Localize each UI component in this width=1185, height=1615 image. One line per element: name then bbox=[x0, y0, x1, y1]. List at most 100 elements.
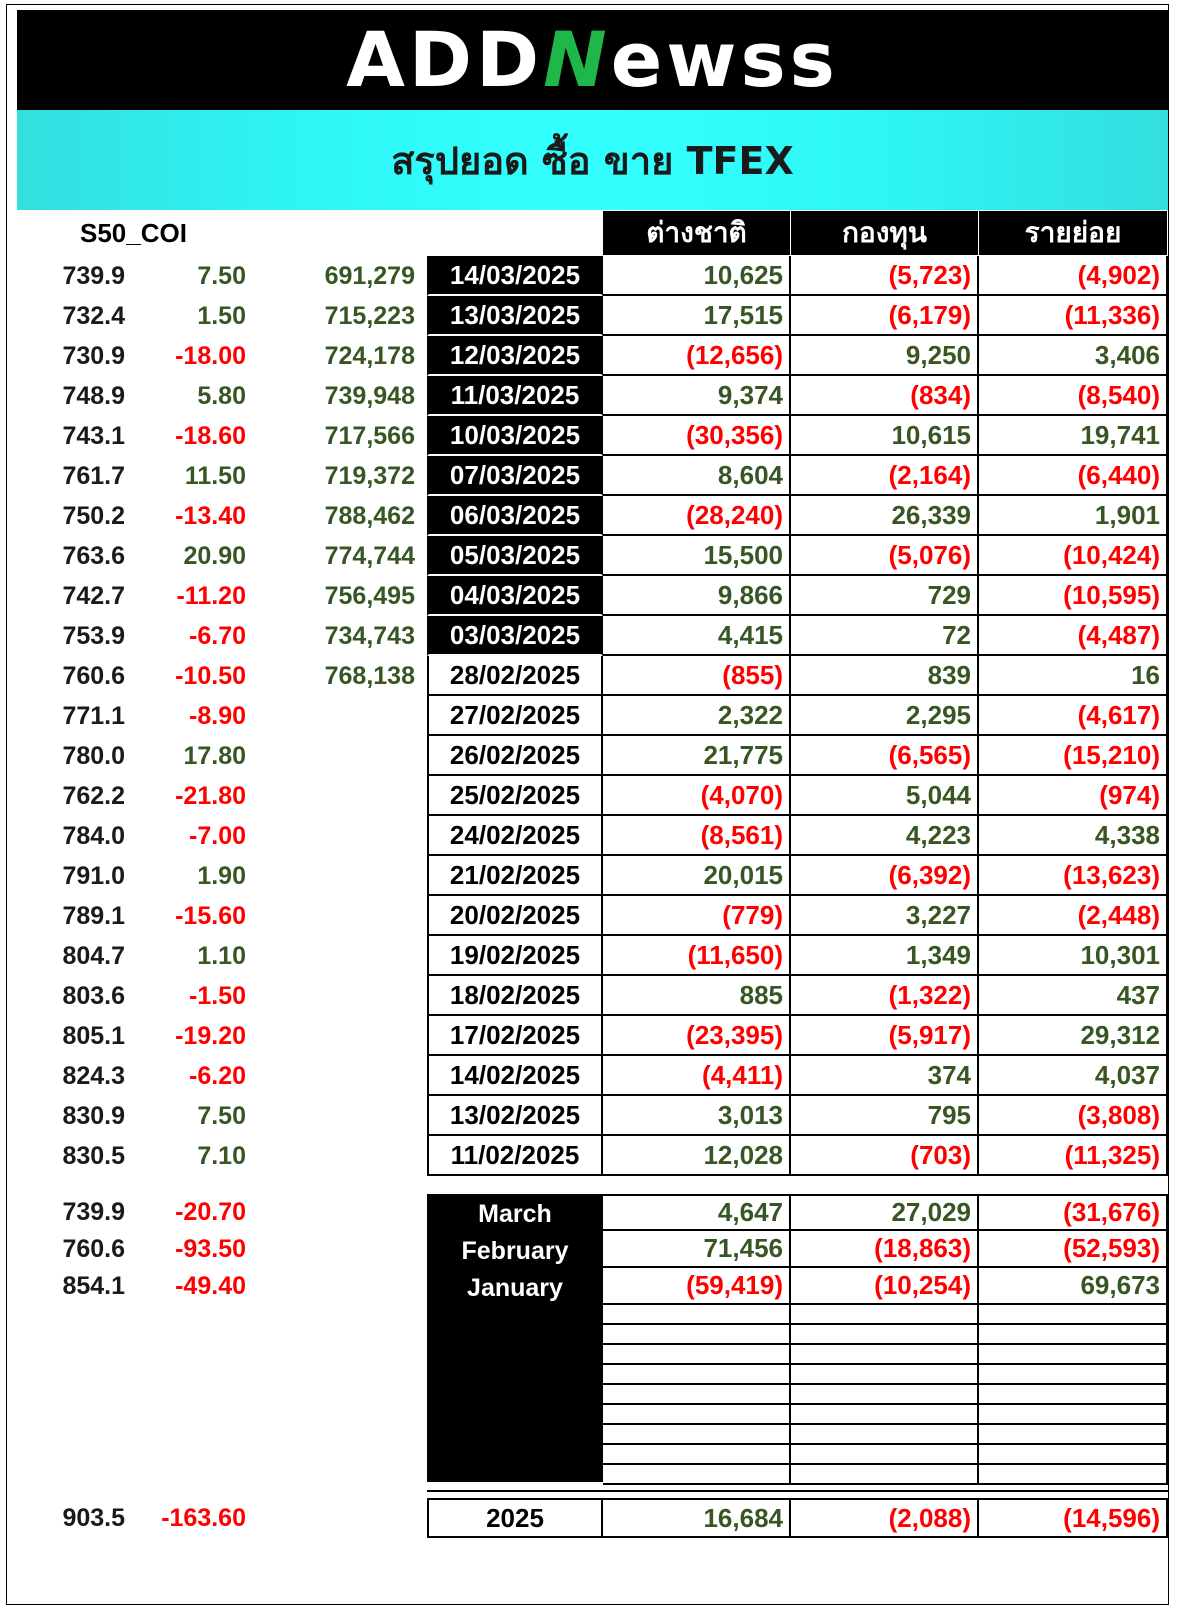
index-value: 762.2 bbox=[62, 781, 125, 810]
date-cell: 21/02/2025 bbox=[427, 856, 603, 896]
month-value-fund: (18,863) bbox=[791, 1231, 979, 1268]
year-index-change: -163.60 bbox=[161, 1503, 246, 1532]
value-foreign: (779) bbox=[603, 896, 791, 936]
index-value: 763.6 bbox=[62, 541, 125, 570]
index-value: 804.7 bbox=[62, 941, 125, 970]
empty-grid-cell bbox=[979, 1365, 1168, 1385]
value-fund: 374 bbox=[791, 1056, 979, 1096]
value-foreign: 15,500 bbox=[603, 536, 791, 576]
index-change: -7.00 bbox=[189, 821, 246, 850]
index-value: 761.7 bbox=[62, 461, 125, 490]
value-foreign: 12,028 bbox=[603, 1136, 791, 1176]
index-value: 824.3 bbox=[62, 1061, 125, 1090]
month-value-foreign: (59,419) bbox=[603, 1268, 791, 1305]
index-value: 748.9 bbox=[62, 381, 125, 410]
value-fund: 4,223 bbox=[791, 816, 979, 856]
value-fund: 10,615 bbox=[791, 416, 979, 456]
value-foreign: (4,070) bbox=[603, 776, 791, 816]
value-foreign: (4,411) bbox=[603, 1056, 791, 1096]
value-fund: (1,322) bbox=[791, 976, 979, 1016]
date-cell: 14/03/2025 bbox=[427, 256, 603, 296]
month-index-value: 854.1 bbox=[62, 1272, 125, 1300]
month-label: February bbox=[461, 1237, 569, 1265]
value-retail: 19,741 bbox=[979, 416, 1168, 456]
value-retail: 437 bbox=[979, 976, 1168, 1016]
month-value-fund: 27,029 bbox=[791, 1194, 979, 1231]
index-change: 7.10 bbox=[197, 1141, 246, 1170]
index-change: -6.20 bbox=[189, 1061, 246, 1090]
empty-grid-cell bbox=[791, 1465, 979, 1485]
index-change: 5.80 bbox=[197, 381, 246, 410]
header-fund: กองทุน bbox=[791, 211, 979, 255]
value-fund: 9,250 bbox=[791, 336, 979, 376]
value-fund: (6,565) bbox=[791, 736, 979, 776]
value-foreign: 885 bbox=[603, 976, 791, 1016]
value-foreign: (855) bbox=[603, 656, 791, 696]
empty-grid-cell bbox=[603, 1385, 791, 1405]
index-value: 791.0 bbox=[62, 861, 125, 890]
value-fund: (6,392) bbox=[791, 856, 979, 896]
index-value: 732.4 bbox=[62, 301, 125, 330]
value-foreign: 9,374 bbox=[603, 376, 791, 416]
month-index-value: 739.9 bbox=[62, 1198, 125, 1226]
index-value: 803.6 bbox=[62, 981, 125, 1010]
s50-coi-label: S50_COI bbox=[80, 218, 187, 248]
month-label-block: March February January bbox=[427, 1194, 603, 1482]
empty-grid-cell bbox=[603, 1405, 791, 1425]
empty-grid-cell bbox=[791, 1445, 979, 1465]
empty-grid-cell bbox=[791, 1345, 979, 1365]
empty-grid-cell bbox=[979, 1305, 1168, 1325]
date-cell: 18/02/2025 bbox=[427, 976, 603, 1016]
month-index-value: 760.6 bbox=[62, 1235, 125, 1263]
date-cell: 04/03/2025 bbox=[427, 576, 603, 616]
month-value-retail: 69,673 bbox=[979, 1268, 1168, 1305]
date-cell: 17/02/2025 bbox=[427, 1016, 603, 1056]
year-label: 2025 bbox=[427, 1498, 603, 1538]
value-foreign: (12,656) bbox=[603, 336, 791, 376]
index-value: 730.9 bbox=[62, 341, 125, 370]
value-foreign: (28,240) bbox=[603, 496, 791, 536]
month-index-change: -93.50 bbox=[175, 1235, 246, 1263]
date-cell: 26/02/2025 bbox=[427, 736, 603, 776]
date-cell: 25/02/2025 bbox=[427, 776, 603, 816]
date-cell: 12/03/2025 bbox=[427, 336, 603, 376]
value-fund: 5,044 bbox=[791, 776, 979, 816]
month-value-fund: (10,254) bbox=[791, 1268, 979, 1305]
year-value-fund: (2,088) bbox=[791, 1498, 979, 1538]
header-retail: รายย่อย bbox=[979, 211, 1168, 255]
empty-grid-cell bbox=[979, 1465, 1168, 1485]
index-change: -13.40 bbox=[175, 501, 246, 530]
value-fund: (2,164) bbox=[791, 456, 979, 496]
month-label: January bbox=[467, 1274, 563, 1302]
value-retail: 4,338 bbox=[979, 816, 1168, 856]
year-separator bbox=[427, 1490, 1168, 1492]
value-foreign: (23,395) bbox=[603, 1016, 791, 1056]
empty-grid-cell bbox=[603, 1465, 791, 1485]
value-retail: (4,617) bbox=[979, 696, 1168, 736]
title-bar: สรุปยอด ซื้อ ขาย TFEX bbox=[17, 110, 1168, 210]
index-change: 7.50 bbox=[197, 1101, 246, 1130]
empty-grid-cell bbox=[603, 1445, 791, 1465]
index-change: -6.70 bbox=[189, 621, 246, 650]
value-retail: (8,540) bbox=[979, 376, 1168, 416]
value-foreign: 8,604 bbox=[603, 456, 791, 496]
empty-grid-cell bbox=[791, 1405, 979, 1425]
index-change: -21.80 bbox=[175, 781, 246, 810]
value-retail: (4,487) bbox=[979, 616, 1168, 656]
value-retail: (6,440) bbox=[979, 456, 1168, 496]
value-fund: (6,179) bbox=[791, 296, 979, 336]
value-fund: 729 bbox=[791, 576, 979, 616]
month-value-retail: (52,593) bbox=[979, 1231, 1168, 1268]
index-value: 830.9 bbox=[62, 1101, 125, 1130]
value-foreign: (8,561) bbox=[603, 816, 791, 856]
empty-grid-cell bbox=[791, 1305, 979, 1325]
index-change: 17.80 bbox=[183, 741, 246, 770]
index-change: 7.50 bbox=[197, 261, 246, 290]
value-retail: (11,336) bbox=[979, 296, 1168, 336]
value-fund: 1,349 bbox=[791, 936, 979, 976]
logo-n-accent: N bbox=[543, 15, 611, 104]
value-fund: 839 bbox=[791, 656, 979, 696]
index-change: -18.60 bbox=[175, 421, 246, 450]
index-value: 742.7 bbox=[62, 581, 125, 610]
empty-grid-cell bbox=[979, 1405, 1168, 1425]
